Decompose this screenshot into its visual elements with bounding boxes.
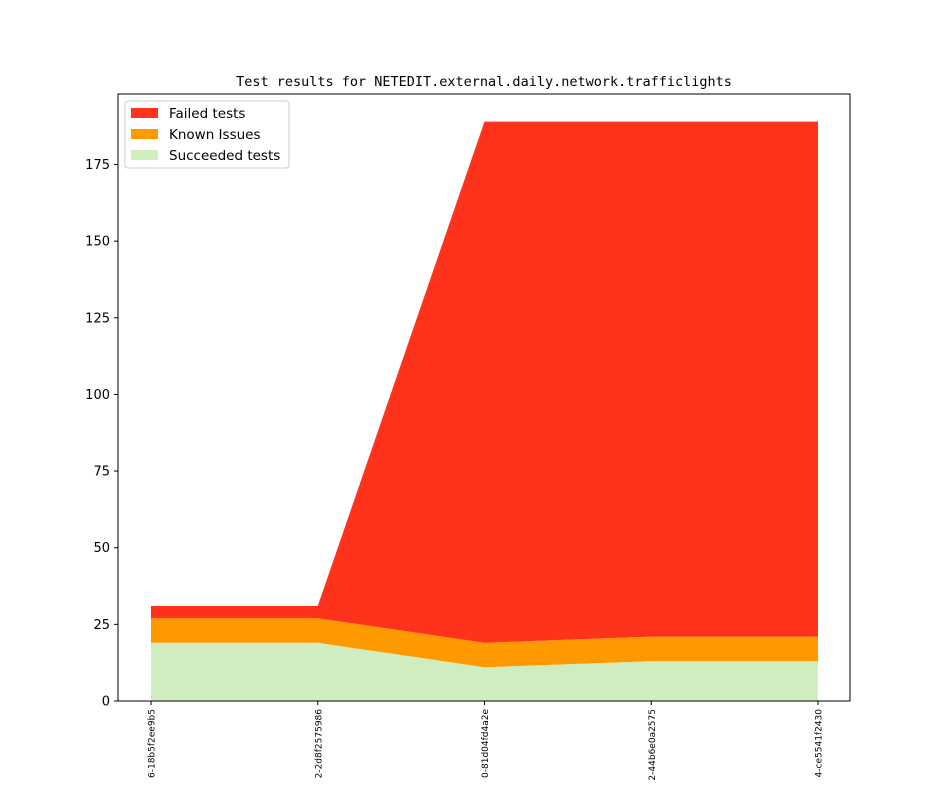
y-tick-label: 50 [93, 541, 110, 556]
y-axis: 0 25 50 75 100 125 150 175 [85, 158, 118, 710]
legend-label: Succeeded tests [169, 148, 280, 164]
area-failed-tests [151, 121, 818, 643]
legend: Failed tests Known Issues Succeeded tests [124, 100, 290, 169]
y-tick-label: 25 [93, 618, 110, 633]
x-tick-label: 2-2d8f2575986 [314, 709, 324, 779]
x-tick-label: 0-81d04fd4a2e [481, 709, 491, 778]
plot-areas [151, 121, 818, 701]
y-tick-label: 175 [85, 158, 110, 173]
y-tick-label: 150 [85, 235, 110, 250]
area-succeeded-tests [151, 642, 818, 701]
y-tick-label: 0 [102, 695, 110, 710]
y-tick-label: 125 [85, 311, 110, 326]
legend-label: Known Issues [169, 127, 261, 143]
chart-title: Test results for NETEDIT.external.daily.… [236, 74, 732, 90]
y-tick-label: 75 [93, 465, 110, 480]
legend-swatch [131, 108, 158, 118]
area-known-issues [151, 618, 818, 668]
legend-swatch [131, 150, 158, 160]
x-axis: 6-18b5f2ee9b5 2-2d8f2575986 0-81d04fd4a2e 2… [148, 701, 825, 781]
legend-label: Failed tests [169, 106, 245, 122]
legend-box [124, 100, 290, 169]
x-tick-label: 6-18b5f2ee9b5 [148, 709, 158, 778]
legend-swatch [131, 129, 158, 139]
x-tick-label: 4-ce5541f2430 [815, 709, 825, 778]
y-tick-label: 100 [85, 388, 110, 403]
x-tick-label: 2-44b6e0a2575 [648, 709, 658, 781]
